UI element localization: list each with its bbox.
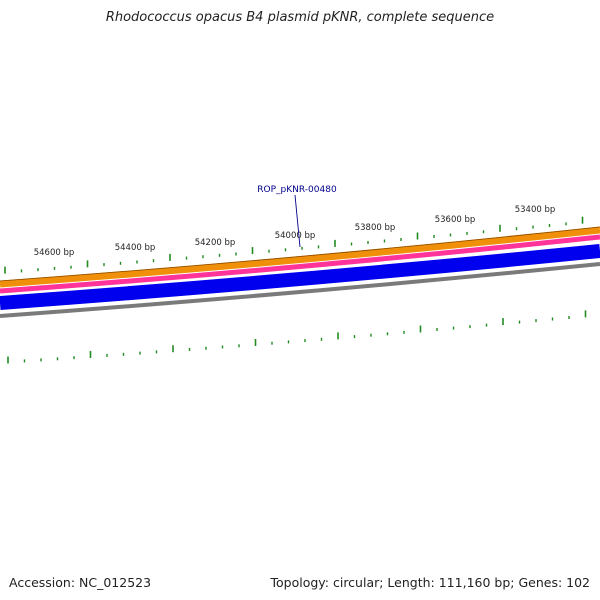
inner-tick-marks bbox=[7, 310, 587, 364]
ring-gray bbox=[0, 262, 600, 318]
ruler-label-53800: 53800 bp bbox=[355, 223, 396, 233]
ruler-label-54200: 54200 bp bbox=[195, 238, 236, 248]
map-title: Rhodococcus opacus B4 plasmid pKNR, comp… bbox=[105, 10, 495, 25]
feature-label[interactable]: ROP_pKNR-00480 bbox=[257, 185, 337, 195]
ruler-label-53600: 53600 bp bbox=[435, 215, 476, 225]
feature-label-pointer bbox=[294, 194, 301, 248]
ruler-label-54600: 54600 bp bbox=[34, 248, 75, 258]
ring-orange-edge bbox=[0, 226, 600, 282]
outer-tick-marks bbox=[4, 216, 584, 274]
accession-text: Accession: NC_012523 bbox=[9, 575, 152, 590]
ring-magenta bbox=[0, 234, 600, 294]
genome-summary-text: Topology: circular; Length: 111,160 bp; … bbox=[270, 575, 591, 590]
ring-orange bbox=[0, 226, 600, 288]
ring-blue bbox=[0, 244, 600, 310]
ruler-label-53400: 53400 bp bbox=[515, 205, 556, 215]
ruler-label-54000: 54000 bp bbox=[275, 231, 316, 241]
ruler-label-54400: 54400 bp bbox=[115, 243, 156, 253]
